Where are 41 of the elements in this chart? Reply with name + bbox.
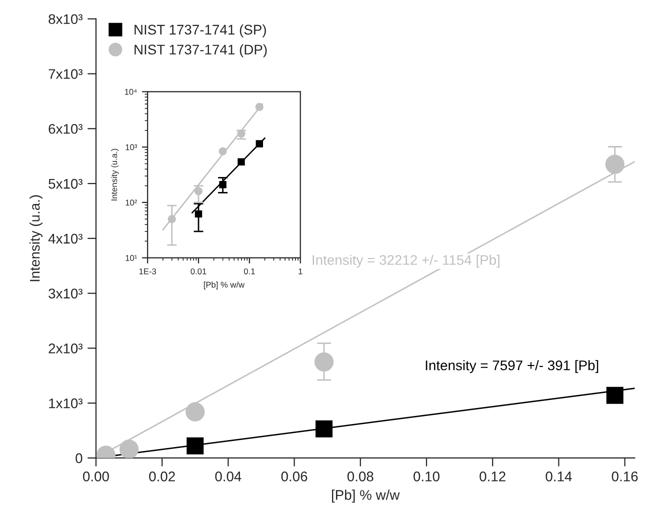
x-tick-label: 0.1 (244, 268, 255, 274)
annotation: Intensity = 32212 +/- 1154 [Pb] (312, 254, 500, 268)
x-axis-title: [Pb] % w/w (204, 282, 245, 290)
y-axis-title: Intensity (u.a.) (30, 195, 42, 282)
y-tick-label: 10² (126, 200, 138, 206)
point (605, 154, 624, 174)
x-tick-label: 0.12 (480, 472, 506, 482)
y-tick-label: 10¹ (126, 255, 137, 261)
x-tick-label: 0.04 (215, 472, 242, 482)
y-tick-label: 0 (76, 453, 82, 464)
x-tick-label: 0.10 (414, 472, 440, 482)
x-tick-label: 0.02 (149, 472, 175, 482)
point (119, 440, 139, 458)
point (316, 420, 333, 438)
point (186, 437, 204, 454)
legend-label: NIST 1737-1741 (SP) (134, 24, 266, 38)
y-tick-label: 7x10³ (48, 69, 83, 79)
point (606, 386, 624, 404)
x-tick-label: 0.14 (546, 472, 572, 482)
x-tick-label: 0.08 (347, 472, 374, 482)
x-tick-label: 1E-3 (139, 268, 156, 274)
y-tick-label: 8x10³ (48, 14, 83, 24)
y-tick-label: 6x10³ (48, 124, 83, 134)
x-tick-label: 1 (298, 268, 302, 274)
y-tick-label: 10⁴ (124, 88, 137, 95)
y-tick-label: 5x10³ (48, 178, 83, 189)
x-axis-title: [Pb] % w/w (332, 490, 400, 503)
y-tick-label: 4x10³ (48, 234, 83, 244)
y-tick-label: 3x10³ (48, 288, 83, 298)
y-tick-label: 2x10³ (48, 344, 83, 354)
y-tick-label: 1x10³ (49, 398, 83, 408)
y-tick-label: 10³ (126, 144, 137, 150)
x-tick-label: 0.06 (281, 472, 308, 482)
point (186, 402, 205, 422)
y-axis-title: Intensity (u.a.) (110, 148, 119, 200)
point (314, 352, 334, 372)
x-tick-label: 0.00 (83, 472, 109, 482)
x-tick-label: 0.01 (190, 268, 206, 274)
annotation: Intensity = 7597 +/- 391 [Pb] (426, 360, 598, 374)
legend-label: NIST 1737-1741 (DP) (134, 44, 267, 58)
x-tick-label: 0.16 (612, 472, 638, 482)
